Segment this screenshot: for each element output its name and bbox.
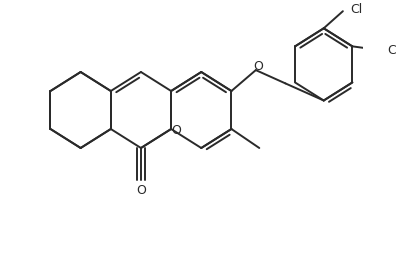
Text: Cl: Cl — [350, 3, 362, 16]
Text: O: O — [136, 184, 146, 197]
Text: O: O — [172, 124, 181, 136]
Text: Cl: Cl — [388, 44, 396, 57]
Text: O: O — [253, 60, 263, 72]
